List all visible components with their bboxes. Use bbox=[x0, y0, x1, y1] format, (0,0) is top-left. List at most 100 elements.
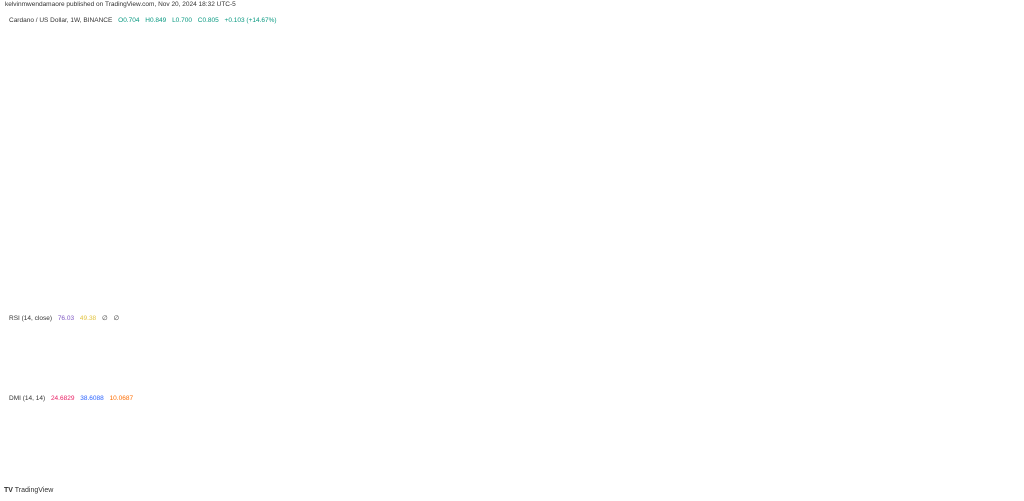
candle bbox=[451, 242, 456, 253]
candle bbox=[528, 178, 533, 193]
candle-body bbox=[445, 241, 450, 247]
candle-body bbox=[665, 159, 670, 167]
adx-value: 24.6829 bbox=[50, 395, 75, 402]
candle-body bbox=[368, 190, 373, 199]
candle-body bbox=[677, 163, 682, 165]
candle bbox=[421, 211, 426, 227]
candle-body bbox=[118, 145, 124, 147]
candle bbox=[730, 178, 735, 213]
candle bbox=[314, 198, 320, 213]
candle-body bbox=[647, 147, 652, 160]
candle bbox=[154, 137, 159, 151]
candle bbox=[59, 90, 64, 145]
august-low-price-text: 0.276 bbox=[991, 233, 1007, 239]
candle bbox=[219, 206, 225, 222]
candle-body bbox=[53, 84, 58, 96]
candle bbox=[564, 137, 569, 154]
candle bbox=[273, 189, 278, 205]
candle bbox=[492, 236, 498, 258]
rally-callout-box bbox=[897, 194, 976, 207]
candle-body bbox=[350, 183, 355, 191]
candle bbox=[385, 225, 391, 242]
candle bbox=[29, 21, 34, 60]
candle-body bbox=[11, 75, 17, 81]
candle bbox=[88, 143, 94, 154]
candle-body bbox=[106, 159, 112, 164]
candle bbox=[653, 143, 658, 165]
candle-body bbox=[766, 203, 771, 208]
candle bbox=[546, 112, 551, 130]
symbol-name[interactable]: Cardano / US Dollar, 1W, BINANCE bbox=[9, 17, 113, 24]
candle-body bbox=[35, 54, 40, 63]
minus-di-tag-text: 10.0687 bbox=[991, 453, 1013, 459]
tradingview-label: TradingView bbox=[14, 487, 54, 494]
candle-body bbox=[730, 183, 735, 208]
candle-body bbox=[189, 176, 195, 191]
candle-body bbox=[243, 241, 248, 247]
candle bbox=[718, 161, 723, 178]
measure-label: 0.529 (165.31%) 529 bbox=[791, 59, 842, 65]
candle-body bbox=[59, 95, 64, 140]
rsi-ma-value: 49.38 bbox=[79, 315, 97, 322]
candle bbox=[403, 206, 409, 236]
candle bbox=[712, 167, 718, 213]
candle bbox=[178, 161, 183, 193]
tradingview-brand[interactable]: TV TradingView bbox=[4, 487, 53, 494]
candle-body bbox=[130, 134, 135, 143]
candle bbox=[516, 182, 522, 193]
price-tick-label: 0.240 bbox=[984, 251, 1000, 257]
candle-body bbox=[819, 79, 824, 100]
chart-frame bbox=[3, 11, 1013, 483]
price-tick-label: 0.900 bbox=[984, 62, 1000, 68]
rsi-tick-label: 40.00 bbox=[984, 368, 1000, 374]
candle-body bbox=[724, 166, 729, 184]
candle bbox=[611, 89, 617, 101]
time-tick-label: Jul bbox=[408, 474, 416, 480]
candle bbox=[534, 119, 539, 189]
candle-body bbox=[427, 220, 432, 226]
candle bbox=[742, 194, 747, 217]
dmi-title[interactable]: DMI (14, 14) bbox=[9, 395, 46, 402]
candle bbox=[130, 129, 135, 148]
candle-body bbox=[302, 211, 308, 217]
candle-body bbox=[332, 163, 337, 184]
dmi-legend: DMI (14, 14) 24.6829 38.6088 10.0687 bbox=[9, 395, 137, 402]
candle-body bbox=[201, 176, 207, 199]
rally-callout-label: Rally after price breakout bbox=[905, 199, 967, 205]
candle-body bbox=[629, 112, 634, 120]
candle bbox=[647, 143, 652, 165]
candle-body bbox=[463, 249, 468, 253]
candle-body bbox=[706, 183, 712, 208]
candle bbox=[249, 216, 254, 253]
channel-upper-line bbox=[614, 66, 811, 194]
candle bbox=[136, 129, 141, 159]
candle bbox=[504, 202, 510, 231]
price-tick-label: 0.600 bbox=[984, 120, 1000, 126]
candle bbox=[760, 202, 765, 213]
candle-body bbox=[29, 26, 34, 55]
candle-body bbox=[195, 176, 201, 178]
publisher-line: kelvinmwendamaore published on TradingVi… bbox=[5, 1, 236, 8]
candle bbox=[142, 148, 147, 165]
candle-body bbox=[546, 117, 551, 125]
candle bbox=[106, 154, 112, 169]
candle bbox=[558, 112, 563, 154]
candle bbox=[356, 186, 361, 200]
rsi-band bbox=[4, 334, 962, 382]
candle bbox=[189, 171, 195, 197]
candle-body bbox=[617, 93, 623, 100]
candle bbox=[677, 158, 682, 169]
candle bbox=[83, 126, 88, 154]
rsi-title[interactable]: RSI (14, close) bbox=[9, 315, 52, 322]
measure-label-box bbox=[784, 54, 850, 68]
candle-body bbox=[540, 124, 545, 126]
candle bbox=[261, 194, 266, 213]
rsi-extra-1: ∅ bbox=[102, 315, 108, 322]
candle bbox=[783, 194, 789, 209]
plus-di-tag-text: 38.6088 bbox=[991, 412, 1013, 418]
candle bbox=[445, 236, 450, 253]
candle bbox=[344, 174, 349, 189]
candle-body bbox=[17, 30, 23, 76]
price-tick-label: 0.300 bbox=[984, 219, 1000, 225]
